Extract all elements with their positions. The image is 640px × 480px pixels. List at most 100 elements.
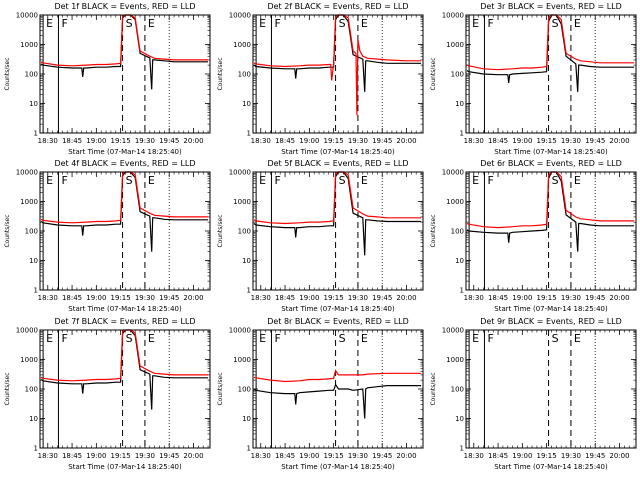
event-marker-label: S (126, 17, 133, 30)
x-tick-label: 18:45 (275, 452, 295, 460)
y-tick-label: 1 (247, 287, 251, 295)
y-tick-label: 1 (34, 445, 38, 453)
event-marker-label: F (61, 174, 67, 187)
event-marker-label: F (274, 174, 280, 187)
x-axis-label: Start Time (07-Mar-14 18:25:40) (494, 305, 608, 313)
plot-frame (465, 14, 637, 134)
event-marker-label: E (361, 174, 368, 187)
y-tick-label: 10000 (442, 12, 464, 20)
series-line-lld (253, 369, 422, 383)
y-tick-label: 100 (238, 228, 251, 236)
y-tick-label: 100 (238, 71, 251, 79)
x-tick-label: 19:00 (86, 137, 106, 145)
x-tick-label: 19:00 (86, 452, 106, 460)
x-tick-label: 19:30 (135, 452, 155, 460)
plot-frame (252, 171, 424, 291)
y-tick-label: 100 (451, 386, 464, 394)
panel-det-6: Det 6r BLACK = Events, RED = LLD Counts/s… (430, 159, 637, 313)
y-tick-label: 10 (242, 415, 251, 423)
event-marker-label: E (472, 332, 479, 345)
x-tick-label: 19:45 (585, 294, 605, 302)
event-marker-label: E (361, 332, 368, 345)
x-tick-label: 19:45 (159, 137, 179, 145)
y-tick-label: 10 (455, 415, 464, 423)
x-tick-label: 20:00 (183, 137, 203, 145)
y-tick-label: 1 (34, 287, 38, 295)
x-tick-label: 19:00 (299, 294, 319, 302)
x-axis-label: Start Time (07-Mar-14 18:25:40) (68, 148, 182, 156)
event-marker-label: S (126, 332, 133, 345)
x-tick-label: 20:00 (609, 137, 629, 145)
panel-title: Det 3r BLACK = Events, RED = LLD (480, 2, 622, 11)
series-line-lld (40, 329, 209, 382)
x-tick-label: 20:00 (396, 294, 416, 302)
y-tick-label: 10 (29, 415, 38, 423)
x-tick-label: 19:15 (111, 137, 131, 145)
event-marker-label: E (148, 17, 155, 30)
x-tick-label: 18:30 (251, 294, 271, 302)
y-axis-label: Counts/sec (217, 372, 224, 405)
x-tick-label: 18:30 (38, 294, 58, 302)
x-tick-label: 20:00 (183, 294, 203, 302)
y-tick-label: 1 (460, 445, 464, 453)
x-axis-label: Start Time (07-Mar-14 18:25:40) (494, 148, 608, 156)
event-marker-label: S (126, 174, 133, 187)
x-axis-label: Start Time (07-Mar-14 18:25:40) (281, 148, 395, 156)
x-tick-label: 18:45 (275, 294, 295, 302)
event-marker-label: E (361, 17, 368, 30)
series-line-lld (253, 14, 422, 116)
y-axis-label: Counts/sec (430, 372, 437, 405)
x-tick-label: 18:30 (38, 137, 58, 145)
x-tick-label: 19:15 (537, 452, 557, 460)
y-axis-label: Counts/sec (4, 372, 11, 405)
y-tick-label: 10 (29, 257, 38, 265)
y-tick-label: 1000 (446, 41, 464, 49)
y-tick-label: 10 (242, 100, 251, 108)
panel-title: Det 8r BLACK = Events, RED = LLD (267, 317, 409, 326)
y-axis-label: Counts/sec (217, 57, 224, 90)
x-tick-label: 19:00 (512, 137, 532, 145)
x-tick-label: 19:45 (372, 294, 392, 302)
event-marker-label: E (259, 332, 266, 345)
event-marker-label: F (274, 332, 280, 345)
y-tick-label: 10000 (229, 12, 251, 20)
x-tick-label: 18:45 (275, 137, 295, 145)
panel-det-5: Det 5f BLACK = Events, RED = LLD Counts/s… (217, 159, 424, 313)
event-marker-label: E (148, 332, 155, 345)
x-tick-label: 19:15 (111, 452, 131, 460)
x-axis-label: Start Time (07-Mar-14 18:25:40) (68, 463, 182, 471)
y-axis-label: Counts/sec (430, 57, 437, 90)
event-marker-label: E (46, 332, 53, 345)
y-tick-label: 100 (451, 228, 464, 236)
x-tick-label: 18:45 (62, 452, 82, 460)
y-tick-label: 1000 (233, 356, 251, 364)
y-tick-label: 1 (247, 445, 251, 453)
plot-frame (39, 329, 211, 449)
x-tick-label: 20:00 (609, 294, 629, 302)
x-tick-label: 19:45 (585, 452, 605, 460)
y-tick-label: 10000 (16, 12, 38, 20)
x-tick-label: 19:30 (348, 137, 368, 145)
series-line-lld (466, 14, 635, 71)
plot-frame (252, 14, 424, 134)
event-marker-label: S (552, 174, 559, 187)
x-tick-label: 20:00 (396, 137, 416, 145)
event-marker-label: F (487, 332, 493, 345)
y-tick-label: 10000 (229, 169, 251, 177)
x-tick-label: 20:00 (609, 452, 629, 460)
x-tick-label: 19:30 (561, 137, 581, 145)
y-tick-label: 10 (242, 257, 251, 265)
y-tick-label: 1000 (446, 198, 464, 206)
plot-frame (465, 329, 637, 449)
y-tick-label: 100 (451, 71, 464, 79)
y-tick-label: 10000 (229, 327, 251, 335)
x-axis-label: Start Time (07-Mar-14 18:25:40) (494, 463, 608, 471)
y-tick-label: 10000 (16, 327, 38, 335)
x-tick-label: 18:45 (62, 294, 82, 302)
y-axis-label: Counts/sec (430, 214, 437, 247)
panel-det-7: Det 7f BLACK = Events, RED = LLD Counts/s… (4, 317, 211, 471)
panel-det-4: Det 4f BLACK = Events, RED = LLD Counts/s… (4, 159, 211, 313)
plot-frame (465, 171, 637, 291)
x-tick-label: 19:45 (159, 452, 179, 460)
event-marker-label: F (61, 332, 67, 345)
